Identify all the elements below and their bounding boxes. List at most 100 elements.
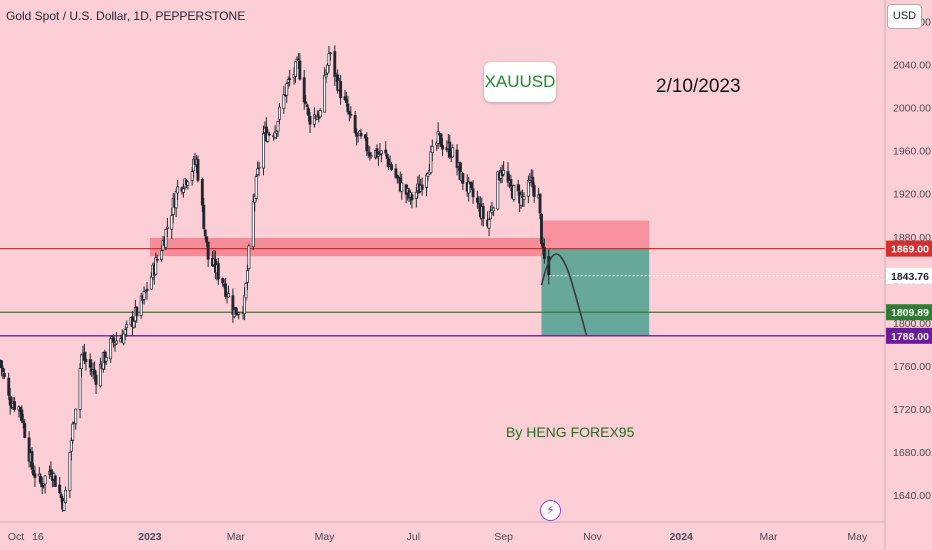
candle-body [538,193,542,214]
candle-body [2,373,6,378]
time-tick-label: Jul [407,531,420,543]
candle-body [385,153,389,160]
candle-body [122,333,126,344]
candle-body [420,184,424,190]
candle-body [30,451,34,470]
candle-body [365,137,369,152]
candle-body [109,338,113,360]
candle-body [154,257,158,276]
candle-body [0,360,3,369]
candle-body [397,176,401,179]
price-tick-label: 1680.00 [893,447,931,459]
candle-body [246,270,249,283]
time-tick-label: May [847,531,868,543]
candle-body [441,145,444,150]
candle-body [461,172,465,184]
candle-body [324,74,328,78]
candle-body [353,115,357,133]
target-price-label: 1788.00 [891,331,929,343]
candle-body [112,337,115,343]
candle-body [455,149,459,168]
candle-body [132,321,136,328]
candle-body [540,213,543,245]
candle-body [470,182,474,189]
candle-body [266,132,270,142]
time-tick-label: 16 [32,531,44,543]
symbol-title[interactable]: Gold Spot / U.S. Dollar, 1D, PEPPERSTONE [6,9,246,23]
candle-body [448,141,452,157]
candle-body [203,229,207,237]
candle-body [512,185,516,200]
candle-body [439,133,443,148]
candle-body [308,115,312,125]
candle-body [196,159,200,181]
candle-body [475,197,479,203]
candle-body [516,184,520,192]
candle-body [135,306,139,317]
candle-body [481,206,485,219]
candle-body [7,377,11,396]
candle-body [20,409,24,422]
candle-body [333,51,337,77]
candle-body [94,374,98,385]
candle-body [243,295,246,315]
candle-body [88,359,92,368]
candle-body [186,181,190,186]
candle-body [256,168,260,176]
candle-body [323,74,327,113]
candle-body [471,188,475,198]
candle-body [451,147,455,158]
candle-body [170,215,174,230]
candle-body [23,422,27,438]
support-price-label: 1809.89 [891,307,929,319]
candle-body [206,241,210,260]
time-tick-label: Oct [8,531,24,543]
candle-body [526,179,530,197]
resistance-price-label-bg [886,240,932,257]
price-tick-label: 2040.00 [893,60,931,72]
time-tick-label: Mar [760,531,779,543]
candle-body [349,113,353,116]
candle-body [164,228,168,248]
candle-body [395,175,399,178]
candle-body [160,250,164,260]
candle-body [288,78,292,81]
resistance-zone [149,237,551,257]
candle-body [58,484,62,494]
last-price-label: 1843.76 [891,271,929,283]
candle-body [144,290,148,293]
candle-body [190,171,194,181]
candle-body [98,363,102,387]
candle-body [400,182,404,192]
candle-body [267,133,271,136]
candle-body [80,354,83,370]
candle-body [251,201,255,248]
candle-body [176,186,180,194]
candle-body [125,323,129,329]
candle-body [53,475,57,487]
candle-body [139,295,143,316]
support-price-label-bg [886,304,932,321]
candle-body [275,130,279,134]
candle-body [328,52,332,55]
candle-body [104,357,108,362]
currency-selector[interactable]: USD [887,4,922,29]
candle-body [327,53,331,66]
candle-body [78,367,82,410]
candle-body [369,155,373,158]
candle-body [282,94,286,110]
candle-body [68,452,72,491]
price-tick-label: 2000.00 [893,103,931,115]
candle-body [531,176,535,188]
time-tick-label: 2024 [670,531,694,543]
price-tick-label: 1720.00 [893,404,931,416]
resistance-price-label: 1869.00 [891,244,929,256]
flash-icon[interactable]: ⚡ [540,500,561,521]
symbol-badge: XAUUSD [484,62,556,102]
candle-body [298,60,302,80]
candle-body [304,101,308,104]
candle-body [487,219,491,229]
candle-body [294,61,297,77]
candle-body [491,207,495,212]
